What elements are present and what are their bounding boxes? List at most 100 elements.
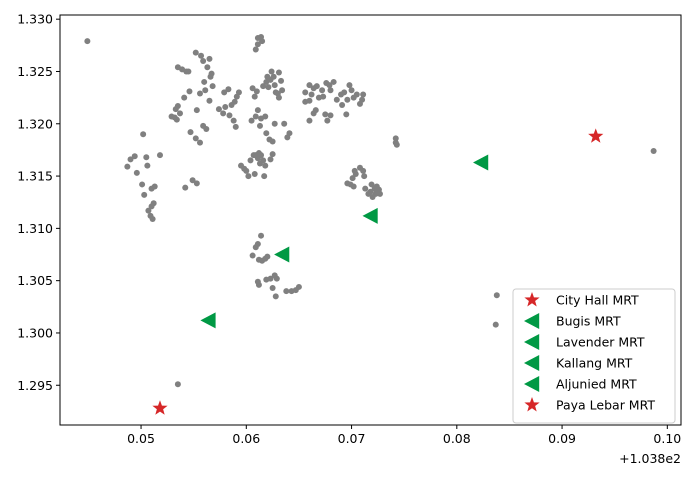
data-point bbox=[254, 41, 261, 48]
data-point bbox=[368, 181, 375, 188]
data-point bbox=[206, 97, 213, 104]
data-point bbox=[248, 117, 255, 124]
y-tick-label: 1.315 bbox=[17, 169, 53, 184]
data-point bbox=[275, 94, 282, 101]
data-point bbox=[189, 177, 196, 184]
legend-marker bbox=[524, 334, 540, 350]
legend-marker bbox=[524, 292, 540, 307]
data-point bbox=[202, 87, 209, 94]
legend-marker bbox=[524, 376, 540, 392]
data-point bbox=[198, 52, 205, 59]
data-point bbox=[330, 78, 337, 85]
y-tick-label: 1.325 bbox=[17, 64, 53, 79]
data-point bbox=[203, 126, 210, 133]
data-point bbox=[259, 38, 266, 45]
data-point bbox=[270, 73, 277, 80]
data-point bbox=[262, 162, 269, 169]
data-point bbox=[256, 160, 263, 167]
data-point bbox=[252, 113, 259, 120]
x-tick-label: 0.09 bbox=[548, 431, 576, 446]
data-point bbox=[243, 167, 250, 174]
data-point bbox=[235, 89, 242, 96]
data-point bbox=[306, 117, 313, 124]
station-marker-bugis-mrt bbox=[200, 312, 216, 329]
data-point bbox=[204, 64, 211, 71]
data-point bbox=[156, 152, 163, 159]
data-point bbox=[269, 138, 276, 145]
data-point bbox=[327, 112, 334, 119]
legend-label: Bugis MRT bbox=[556, 314, 621, 329]
data-point bbox=[393, 141, 400, 148]
data-point bbox=[265, 84, 272, 91]
station-marker-aljunied-mrt bbox=[473, 154, 489, 171]
data-point bbox=[225, 86, 232, 93]
data-point bbox=[206, 55, 213, 62]
data-point bbox=[376, 190, 383, 197]
data-point bbox=[650, 147, 657, 154]
data-point bbox=[150, 200, 157, 207]
data-point bbox=[310, 110, 317, 117]
data-point bbox=[327, 87, 334, 94]
data-point bbox=[322, 111, 329, 118]
data-point bbox=[124, 163, 131, 170]
data-point bbox=[271, 82, 278, 89]
data-point bbox=[181, 94, 188, 101]
data-point bbox=[215, 106, 222, 113]
y-tick-label: 1.310 bbox=[17, 221, 53, 236]
data-point bbox=[201, 78, 208, 85]
data-point bbox=[207, 73, 214, 80]
x-tick-label: 0.07 bbox=[338, 431, 366, 446]
data-point bbox=[264, 253, 271, 260]
data-point bbox=[339, 101, 346, 108]
data-point bbox=[192, 49, 199, 56]
legend-marker bbox=[524, 313, 540, 329]
data-point bbox=[348, 87, 355, 94]
data-point bbox=[251, 170, 258, 177]
data-point bbox=[185, 68, 192, 75]
data-point bbox=[209, 83, 216, 90]
data-point bbox=[182, 184, 189, 191]
data-point bbox=[267, 275, 274, 282]
data-point bbox=[367, 188, 374, 195]
data-point bbox=[247, 157, 254, 164]
x-axis: 0.05 0.06 0.07 0.08 0.09 0.10 bbox=[127, 425, 681, 446]
x-tick-label: 0.05 bbox=[127, 431, 155, 446]
data-point bbox=[492, 321, 499, 328]
data-point bbox=[174, 381, 181, 388]
data-point bbox=[349, 175, 356, 182]
data-point bbox=[193, 107, 200, 114]
data-point bbox=[263, 130, 270, 137]
data-point bbox=[84, 38, 91, 45]
data-point bbox=[295, 283, 302, 290]
y-tick-label: 1.330 bbox=[17, 12, 53, 27]
data-point bbox=[272, 293, 279, 300]
data-point bbox=[320, 93, 327, 100]
data-point bbox=[306, 82, 313, 89]
data-point bbox=[275, 69, 282, 76]
x-tick-label: 0.10 bbox=[653, 431, 681, 446]
data-point bbox=[346, 82, 353, 89]
legend-label: Lavender MRT bbox=[556, 335, 645, 350]
data-point bbox=[254, 241, 261, 248]
data-point bbox=[260, 83, 267, 90]
data-point bbox=[278, 77, 285, 84]
data-point bbox=[271, 120, 278, 127]
y-tick-label: 1.295 bbox=[17, 378, 53, 393]
data-point bbox=[139, 181, 146, 188]
legend-marker bbox=[524, 397, 540, 412]
x-axis-offset-label: +1.038e2 bbox=[619, 451, 681, 466]
data-point bbox=[186, 88, 193, 95]
station-marker-lavender-mrt bbox=[274, 246, 290, 263]
data-point bbox=[372, 190, 379, 197]
data-point bbox=[249, 85, 256, 92]
data-point bbox=[200, 58, 207, 65]
legend-marker bbox=[524, 355, 540, 371]
data-point bbox=[319, 87, 326, 94]
data-point bbox=[145, 207, 152, 214]
data-point bbox=[350, 183, 357, 190]
data-point bbox=[193, 180, 200, 187]
data-point bbox=[174, 102, 181, 109]
data-point bbox=[269, 284, 276, 291]
data-point bbox=[176, 110, 183, 117]
